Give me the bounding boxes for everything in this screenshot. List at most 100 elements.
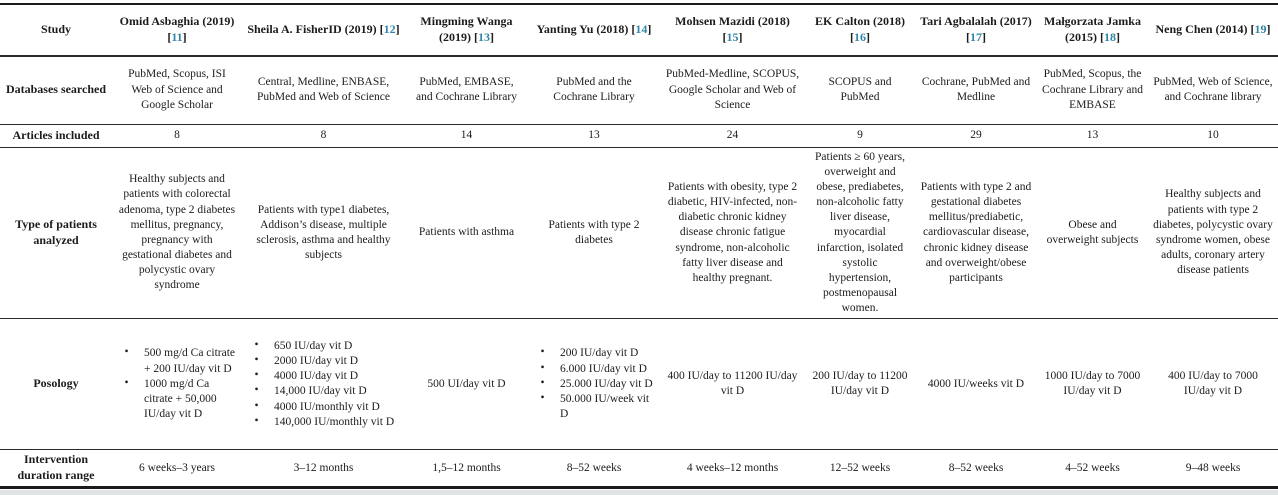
duration-cell: 6 weeks–3 years bbox=[138, 461, 215, 474]
duration-cell: 1,5–12 months bbox=[432, 461, 501, 474]
study-name: Małgorzata Jamka (2015) bbox=[1044, 14, 1141, 44]
row-label-study: Study bbox=[40, 22, 72, 37]
articles-row: Articles included 8 8 14 13 24 9 29 13 1… bbox=[0, 124, 1278, 147]
study-column-header: Yanting Yu (2018) [14] bbox=[528, 4, 660, 56]
databases-cell: Cochrane, PubMed and Medline bbox=[921, 76, 1031, 104]
citation-link[interactable]: [18] bbox=[1100, 30, 1120, 44]
row-label-posology: Posology bbox=[33, 376, 79, 391]
articles-count-cell: 24 bbox=[726, 128, 739, 141]
duration-cell: 9–48 weeks bbox=[1185, 461, 1241, 474]
articles-count-cell: 10 bbox=[1207, 128, 1219, 141]
study-column-header: Neng Chen (2014) [19] bbox=[1148, 4, 1278, 56]
articles-count-cell: 13 bbox=[1086, 128, 1099, 141]
study-name: Tari Agbalalah (2017) bbox=[920, 14, 1032, 29]
duration-cell: 4–52 weeks bbox=[1065, 461, 1120, 474]
posology-item: 140,000 IU/monthly vit D bbox=[247, 414, 400, 430]
databases-cell: SCOPUS and PubMed bbox=[828, 76, 892, 104]
articles-count-cell: 13 bbox=[588, 128, 600, 141]
posology-cell: 1000 IU/day to 7000 IU/day vit D bbox=[1044, 370, 1141, 398]
study-name: Mohsen Mazidi (2018) bbox=[675, 14, 790, 29]
posology-item: 4000 IU/day vit D bbox=[247, 368, 400, 384]
study-name: Neng Chen (2014) bbox=[1155, 22, 1248, 37]
study-name: Sheila A. FisherID (2019) bbox=[247, 22, 377, 37]
header-row: Study Omid Asbaghia (2019) [11] Sheila A… bbox=[0, 4, 1278, 56]
posology-cell: 400 IU/day to 7000 IU/day vit D bbox=[1168, 370, 1258, 398]
study-name: Mingming Wanga (2019) bbox=[420, 14, 513, 44]
row-label-duration: Intervention duration range bbox=[17, 452, 95, 483]
posology-item: 650 IU/day vit D bbox=[247, 338, 400, 354]
patients-cell: Patients with asthma bbox=[418, 226, 515, 239]
posology-cell: 500 UI/day vit D bbox=[427, 377, 506, 390]
articles-count-cell: 9 bbox=[857, 128, 863, 141]
posology-item: 6.000 IU/day vit D bbox=[533, 361, 655, 377]
posology-item: 500 mg/d Ca citrate + 200 IU/day vit D bbox=[117, 345, 237, 376]
patients-row: Type of patients analyzed Healthy subjec… bbox=[0, 147, 1278, 319]
study-name: Yanting Yu (2018) bbox=[536, 22, 629, 37]
posology-cell: 500 mg/d Ca citrate + 200 IU/day vit D 1… bbox=[112, 319, 242, 450]
duration-row: Intervention duration range 6 weeks–3 ye… bbox=[0, 450, 1278, 488]
posology-bullet-list: 650 IU/day vit D 2000 IU/day vit D 4000 … bbox=[247, 338, 400, 430]
posology-bullet-list: 200 IU/day vit D 6.000 IU/day vit D 25.0… bbox=[533, 345, 655, 422]
patients-cell: Obese and overweight subjects bbox=[1046, 218, 1139, 246]
citation-link[interactable]: [13] bbox=[474, 30, 494, 44]
duration-cell: 12–52 weeks bbox=[829, 461, 891, 474]
databases-row: Databases searched PubMed, Scopus, ISI W… bbox=[0, 56, 1278, 124]
articles-count-cell: 29 bbox=[970, 128, 982, 141]
study-column-header: Tari Agbalalah (2017) [17] bbox=[915, 4, 1037, 56]
row-label-databases: Databases searched bbox=[5, 82, 107, 97]
posology-item: 14,000 IU/day vit D bbox=[247, 383, 400, 399]
databases-cell: Central, Medline, ENBASE, PubMed and Web… bbox=[257, 76, 390, 104]
study-column-header: EK Calton (2018) [16] bbox=[805, 4, 915, 56]
citation-link[interactable]: [15] bbox=[722, 30, 743, 44]
studies-comparison-table: Study Omid Asbaghia (2019) [11] Sheila A… bbox=[0, 3, 1278, 489]
patients-cell: Patients ≥ 60 years, overweight and obes… bbox=[815, 150, 905, 315]
patients-cell: Patients with type 2 and gestational dia… bbox=[920, 180, 1032, 284]
patients-cell: Patients with type 2 diabetes bbox=[548, 218, 640, 246]
study-name: EK Calton (2018) bbox=[815, 14, 905, 29]
study-column-header: Mingming Wanga (2019) [13] bbox=[405, 4, 528, 56]
databases-cell: PubMed-Medline, SCOPUS, Google Scholar a… bbox=[665, 68, 800, 111]
citation-link[interactable]: [17] bbox=[966, 30, 986, 44]
posology-item: 2000 IU/day vit D bbox=[247, 353, 400, 369]
patients-cell: Healthy subjects and patients with type … bbox=[1153, 188, 1273, 277]
citation-link[interactable]: [16] bbox=[850, 30, 870, 44]
page-edge-band bbox=[0, 490, 1278, 495]
posology-cell: 200 IU/day vit D 6.000 IU/day vit D 25.0… bbox=[528, 319, 660, 450]
databases-cell: PubMed, Scopus, ISI Web of Science and G… bbox=[128, 68, 226, 111]
study-column-header: Sheila A. FisherID (2019) [12] bbox=[242, 4, 405, 56]
row-label-patients: Type of patients analyzed bbox=[15, 217, 97, 247]
posology-item: 200 IU/day vit D bbox=[533, 345, 655, 361]
duration-cell: 4 weeks–12 months bbox=[686, 461, 779, 474]
patients-cell: Patients with obesity, type 2 diabetic, … bbox=[667, 180, 798, 284]
posology-cell: 4000 IU/weeks vit D bbox=[927, 377, 1025, 390]
study-name: Omid Asbaghia (2019) bbox=[119, 14, 235, 29]
duration-cell: 8–52 weeks bbox=[948, 461, 1004, 474]
databases-cell: PubMed, Web of Science, and Cochrane lib… bbox=[1153, 76, 1273, 104]
study-column-header: Omid Asbaghia (2019) [11] bbox=[112, 4, 242, 56]
duration-cell: 8–52 weeks bbox=[566, 461, 622, 474]
posology-cell: 650 IU/day vit D 2000 IU/day vit D 4000 … bbox=[242, 319, 405, 450]
posology-cell: 200 IU/day to 11200 IU/day vit D bbox=[812, 370, 908, 398]
patients-cell: Patients with type1 diabetes, Addison’s … bbox=[256, 203, 391, 262]
articles-count-cell: 8 bbox=[320, 128, 327, 141]
posology-bullet-list: 500 mg/d Ca citrate + 200 IU/day vit D 1… bbox=[117, 345, 237, 423]
databases-cell: PubMed and the Cochrane Library bbox=[553, 76, 635, 104]
posology-row: Posology 500 mg/d Ca citrate + 200 IU/da… bbox=[0, 319, 1278, 450]
posology-item: 50.000 IU/week vit D bbox=[533, 391, 655, 422]
posology-item: 4000 IU/monthly vit D bbox=[247, 399, 400, 415]
posology-cell: 400 IU/day to 11200 IU/day vit D bbox=[667, 370, 798, 398]
articles-count-cell: 14 bbox=[460, 128, 473, 141]
citation-link[interactable]: [12] bbox=[379, 22, 400, 37]
citation-link[interactable]: [19] bbox=[1250, 22, 1271, 37]
patients-cell: Healthy subjects and patients with color… bbox=[118, 173, 236, 292]
citation-link[interactable]: [14] bbox=[631, 22, 652, 37]
databases-cell: PubMed, EMBASE, and Cochrane Library bbox=[416, 76, 517, 104]
study-column-header: Małgorzata Jamka (2015) [18] bbox=[1037, 4, 1148, 56]
study-column-header: Mohsen Mazidi (2018) [15] bbox=[660, 4, 805, 56]
articles-count-cell: 8 bbox=[174, 128, 180, 141]
posology-item: 25.000 IU/day vit D bbox=[533, 376, 655, 392]
citation-link[interactable]: [11] bbox=[167, 30, 187, 44]
duration-cell: 3–12 months bbox=[293, 461, 354, 474]
posology-item: 1000 mg/d Ca citrate + 50,000 IU/day vit… bbox=[117, 376, 237, 423]
databases-cell: PubMed, Scopus, the Cochrane Library and… bbox=[1042, 68, 1143, 111]
